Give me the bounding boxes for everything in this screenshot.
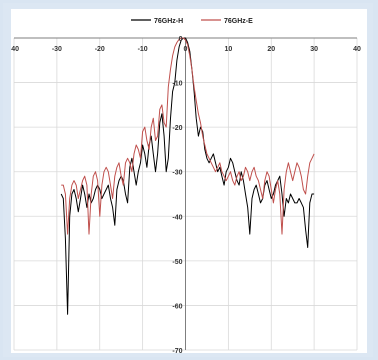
x-tick-label: 0: [184, 46, 188, 53]
x-tick-label: -40: [11, 46, 19, 53]
plot-area: -40 -30 -20 -10 0 10 20 30 40 0 -10 -20 -30 -40 -50 -60…: [11, 9, 367, 353]
y-tick-label: -10: [172, 81, 182, 88]
legend-label: 76GHz-H: [154, 18, 183, 25]
x-tick-label: -10: [138, 46, 148, 53]
y-tick-label: -30: [172, 170, 182, 177]
y-tick-label: -40: [172, 214, 182, 221]
legend-label: 76GHz-E: [224, 18, 253, 25]
series-line-76ghz-e: [61, 37, 315, 235]
x-tick-label: 10: [224, 46, 232, 53]
x-tick-label: -30: [52, 46, 62, 53]
line-chart: -40 -30 -20 -10 0 10 20 30 40 0 -10 -20 -30 -40 -50 -60…: [11, 18, 361, 353]
y-tick-label: -50: [172, 259, 182, 266]
y-tick-label: -70: [172, 348, 182, 353]
y-tick-label: -60: [172, 303, 182, 310]
y-tick-label: 0: [179, 36, 183, 43]
chart-frame: -40 -30 -20 -10 0 10 20 30 40 0 -10 -20 -30 -40 -50 -60…: [3, 3, 373, 357]
x-tick-label: 30: [310, 46, 318, 53]
x-tick-label: 20: [267, 46, 275, 53]
series-line-76ghz-h: [60, 37, 315, 315]
y-tick-label: -20: [172, 125, 182, 132]
x-tick-label: 40: [353, 46, 361, 53]
x-tick-label: -20: [95, 46, 105, 53]
